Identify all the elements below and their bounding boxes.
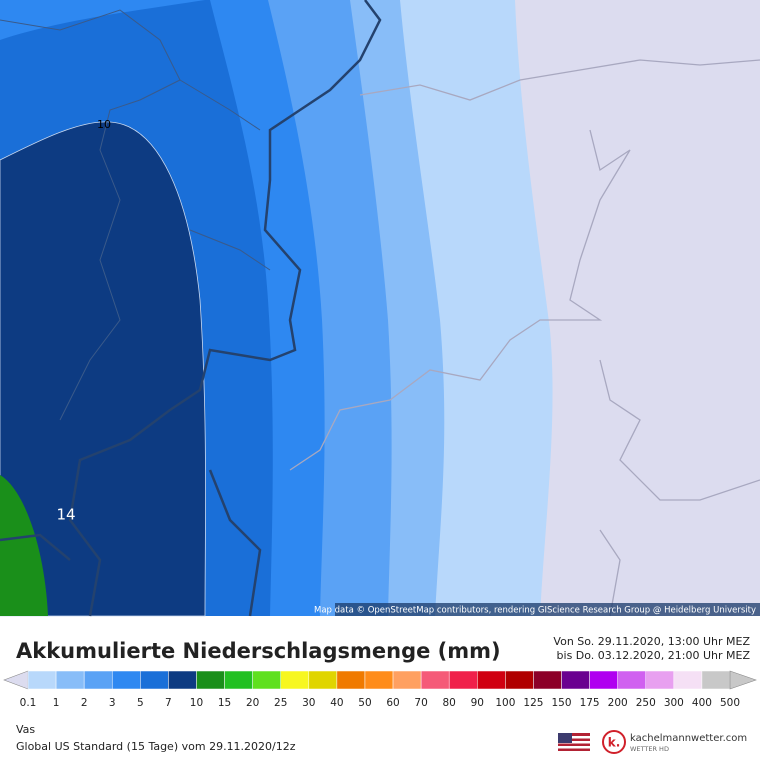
- legend-label: 25: [274, 697, 287, 709]
- legend-label: 300: [664, 697, 684, 709]
- legend-swatch: [168, 670, 197, 690]
- band: [0, 121, 206, 617]
- legend-label: 500: [720, 697, 740, 709]
- brand: kachelmannwetter.com: [630, 733, 747, 744]
- legend-label: 3: [109, 697, 116, 709]
- legend-swatch: [645, 670, 675, 690]
- legend-label: 80: [443, 697, 456, 709]
- legend-label: 150: [551, 697, 571, 709]
- legend-label: 30: [302, 697, 315, 709]
- location: Vas: [16, 723, 35, 736]
- legend-label: 5: [137, 697, 144, 709]
- legend-swatch: [83, 670, 113, 690]
- legend-swatch: [420, 670, 450, 690]
- title: Akkumulierte Niederschlagsmenge (mm): [16, 639, 501, 663]
- legend-swatch: [336, 670, 366, 690]
- legend-label: 2: [81, 697, 88, 709]
- legend-label: 10: [190, 697, 203, 709]
- legend-arrow: [729, 670, 757, 690]
- legend-label: 40: [330, 697, 343, 709]
- legend-label: 0.1: [20, 697, 37, 709]
- legend-swatch: [477, 670, 506, 690]
- legend-swatch: [308, 670, 338, 690]
- logo-mark: k.: [608, 736, 621, 750]
- legend-swatch: [111, 670, 141, 690]
- legend-swatch: [364, 670, 394, 690]
- legend-swatch: [196, 670, 225, 690]
- legend-arrow: [3, 670, 29, 690]
- legend-swatch: [617, 670, 647, 690]
- contour-label: 14: [56, 506, 75, 524]
- band: [0, 0, 205, 40]
- period-from: Von So. 29.11.2020, 13:00 Uhr MEZ: [553, 635, 750, 648]
- legend: 0.1 1 2 3 5 7 10 15 20 25 30 40 50 60 70 80 90 100 125 150 1…: [3, 670, 757, 709]
- legend-label: 100: [495, 697, 515, 709]
- legend-label: 200: [608, 697, 628, 709]
- legend-label: 50: [358, 697, 371, 709]
- legend-swatch: [505, 670, 534, 690]
- legend-swatch: [533, 670, 562, 690]
- logo: [602, 730, 626, 754]
- legend-label: 15: [218, 697, 231, 709]
- legend-swatch: [280, 670, 310, 690]
- borders: [289, 59, 760, 617]
- legend-label: 60: [386, 697, 399, 709]
- legend-swatch: [27, 670, 57, 690]
- legend-swatch: [392, 670, 422, 690]
- band: [0, 475, 48, 616]
- model: Global US Standard (15 Tage) vom 29.11.2…: [16, 740, 296, 753]
- legend-label: 125: [523, 697, 543, 709]
- legend-label: 1: [53, 697, 60, 709]
- map: 10 14 Map data © OpenStreetMap contribut…: [0, 0, 760, 617]
- legend-label: 175: [580, 697, 600, 709]
- legend-swatch: [673, 670, 703, 690]
- legend-swatch: [252, 670, 281, 690]
- legend-swatch: [589, 670, 618, 690]
- contour-label: 10: [97, 118, 111, 131]
- legend-label: 400: [692, 697, 712, 709]
- legend-swatch: [224, 670, 253, 690]
- legend-swatch: [701, 670, 731, 690]
- attribution: Map data © OpenStreetMap contributors, r…: [314, 606, 756, 616]
- period-to: bis Do. 03.12.2020, 21:00 Uhr MEZ: [557, 649, 751, 662]
- legend-swatch: [448, 670, 478, 690]
- legend-label: 7: [165, 697, 172, 709]
- legend-label: 90: [471, 697, 484, 709]
- flag: [558, 733, 590, 751]
- legend-swatch: [561, 670, 590, 690]
- legend-label: 70: [414, 697, 427, 709]
- legend-label: 250: [636, 697, 656, 709]
- legend-swatch: [140, 670, 169, 690]
- brand-sub: WETTER HD: [630, 745, 669, 753]
- legend-swatch: [55, 670, 85, 690]
- attribution-bg: [335, 603, 760, 616]
- borders: [0, 0, 382, 617]
- borders: [0, 9, 271, 421]
- legend-label: 20: [246, 697, 259, 709]
